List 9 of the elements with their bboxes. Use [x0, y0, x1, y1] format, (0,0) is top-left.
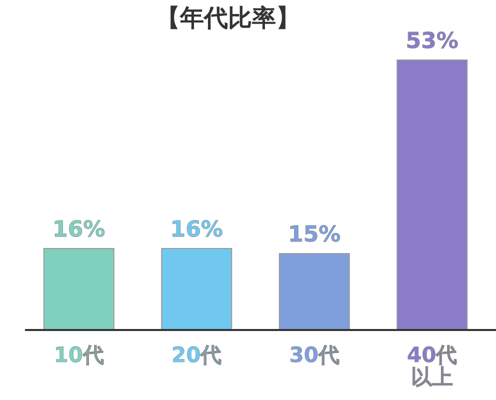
x-tick-label: 20代: [172, 343, 222, 367]
data-label: 15%: [288, 222, 341, 248]
data-label: 16%: [52, 218, 106, 242]
x-tick-label: 40代以上: [407, 343, 458, 389]
x-tick-label: 10代: [54, 343, 104, 367]
data-label: 53%: [406, 29, 458, 54]
x-tick-label: 30代: [289, 343, 340, 367]
data-label: 16%: [170, 218, 223, 242]
title: 【年代比率】: [156, 4, 300, 32]
